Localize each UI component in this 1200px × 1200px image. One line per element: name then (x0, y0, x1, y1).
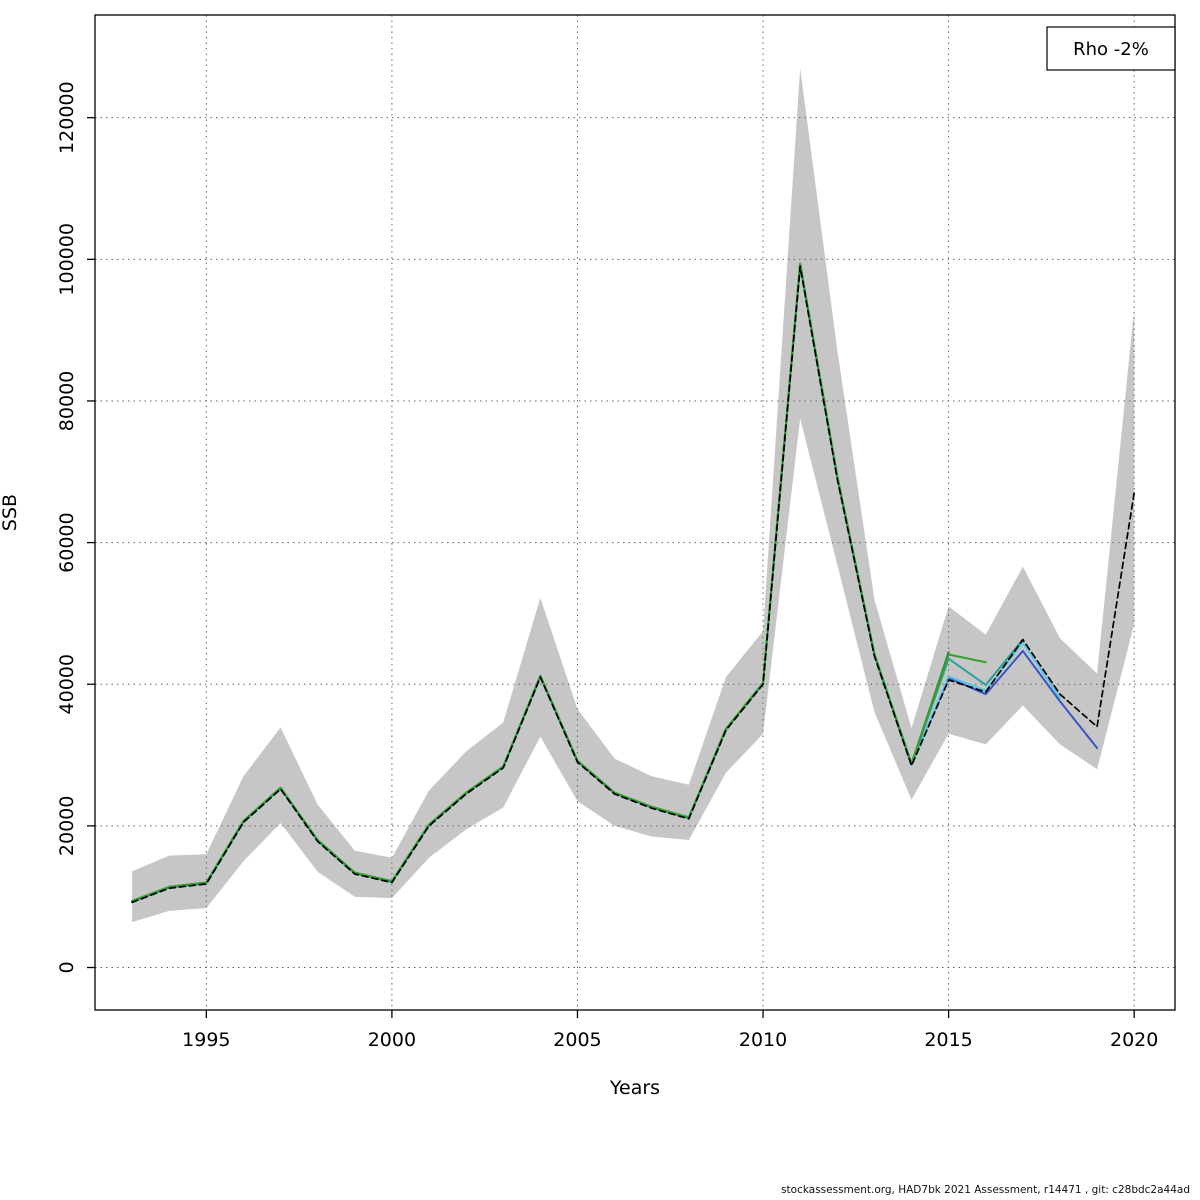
x-axis-label: Years (609, 1077, 660, 1099)
y-tick-label: 40000 (56, 654, 78, 714)
x-tick-label: 2005 (553, 1029, 601, 1051)
x-tick-label: 1995 (182, 1029, 230, 1051)
y-tick-label: 20000 (56, 796, 78, 856)
y-tick-label: 60000 (56, 512, 78, 572)
y-axis-label: SSB (0, 494, 21, 531)
y-tick-label: 100000 (56, 223, 78, 296)
y-tick-label: 0 (56, 961, 78, 973)
plot-border (94, 14, 1176, 1011)
footer-attribution: stockassessment.org, HAD7bk 2021 Assessm… (781, 1184, 1190, 1196)
y-tick-label: 80000 (56, 371, 78, 431)
legend-label: Rho -2% (1073, 39, 1149, 60)
x-tick-label: 2015 (924, 1029, 972, 1051)
x-tick-label: 2010 (739, 1029, 787, 1051)
x-tick-label: 2020 (1110, 1029, 1158, 1051)
confidence-band (132, 68, 1135, 923)
y-tick-label: 120000 (56, 81, 78, 154)
legend-box (1046, 26, 1176, 71)
x-tick-label: 2000 (368, 1029, 416, 1051)
series-line-base-2020 (131, 265, 1136, 904)
